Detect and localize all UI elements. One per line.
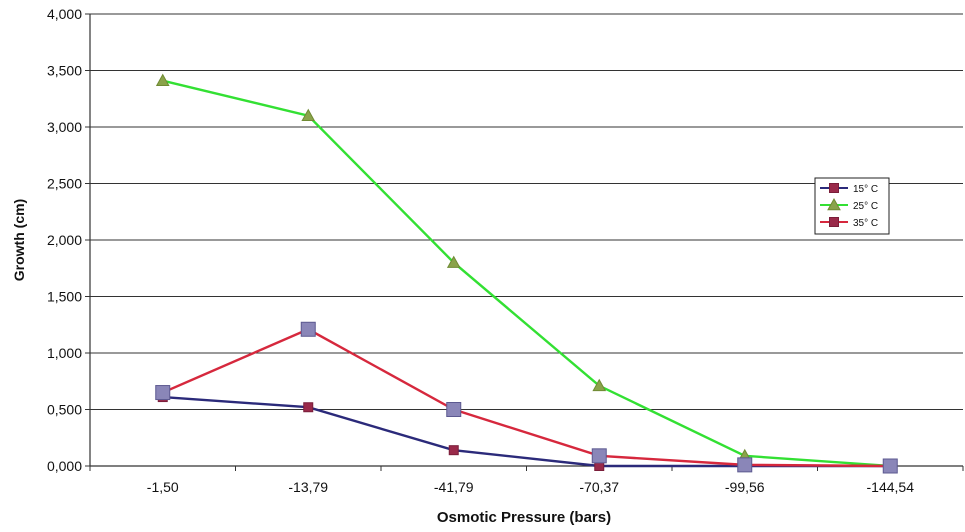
x-tick-label: -1,50 — [147, 479, 179, 495]
y-tick-label: 2,000 — [47, 232, 82, 248]
data-point-square — [738, 458, 752, 472]
series-markers-2 — [157, 75, 897, 471]
data-point-square — [592, 449, 606, 463]
axes — [85, 14, 963, 471]
gridlines — [90, 14, 963, 466]
legend-label: 15° C — [853, 184, 878, 195]
x-tick-label: -99,56 — [725, 479, 765, 495]
data-point-square — [304, 403, 313, 412]
data-point-square — [301, 322, 315, 336]
y-axis-title: Growth (cm) — [11, 199, 27, 281]
data-point-square — [883, 459, 897, 473]
data-point-square — [830, 184, 839, 193]
data-point-triangle — [157, 75, 169, 86]
series-2 — [163, 81, 891, 466]
x-tick-label: -70,37 — [579, 479, 619, 495]
x-tick-label: -144,54 — [867, 479, 915, 495]
x-axis-title: Osmotic Pressure (bars) — [437, 509, 611, 526]
y-tick-label: 0,000 — [47, 458, 82, 474]
y-tick-label: 0,500 — [47, 402, 82, 418]
legend-label: 25° C — [853, 201, 878, 212]
y-tick-label: 2,500 — [47, 176, 82, 192]
y-tick-labels: 0,000 0,500 1,000 1,500 2,000 2,500 3,000 3,500… — [47, 6, 82, 474]
legend: 15° C 25° C 35° C — [815, 178, 889, 234]
y-tick-label: 3,500 — [47, 63, 82, 79]
y-tick-label: 4,000 — [47, 6, 82, 22]
series-markers-3 — [156, 322, 898, 473]
data-point-square — [156, 386, 170, 400]
series-3 — [163, 329, 891, 466]
series-line — [163, 81, 891, 466]
data-point-square — [449, 446, 458, 455]
y-tick-label: 1,000 — [47, 345, 82, 361]
series — [156, 75, 898, 473]
x-tick-labels: -1,50 -13,79 -41,79 -70,37 -99,56 -144,54 — [147, 479, 914, 495]
series-line — [163, 329, 891, 466]
x-tick-label: -41,79 — [434, 479, 474, 495]
data-point-square — [830, 218, 839, 227]
x-tick-label: -13,79 — [288, 479, 328, 495]
data-point-square — [447, 403, 461, 417]
y-tick-label: 1,500 — [47, 289, 82, 305]
legend-label: 35° C — [853, 218, 878, 229]
y-tick-label: 3,000 — [47, 119, 82, 135]
